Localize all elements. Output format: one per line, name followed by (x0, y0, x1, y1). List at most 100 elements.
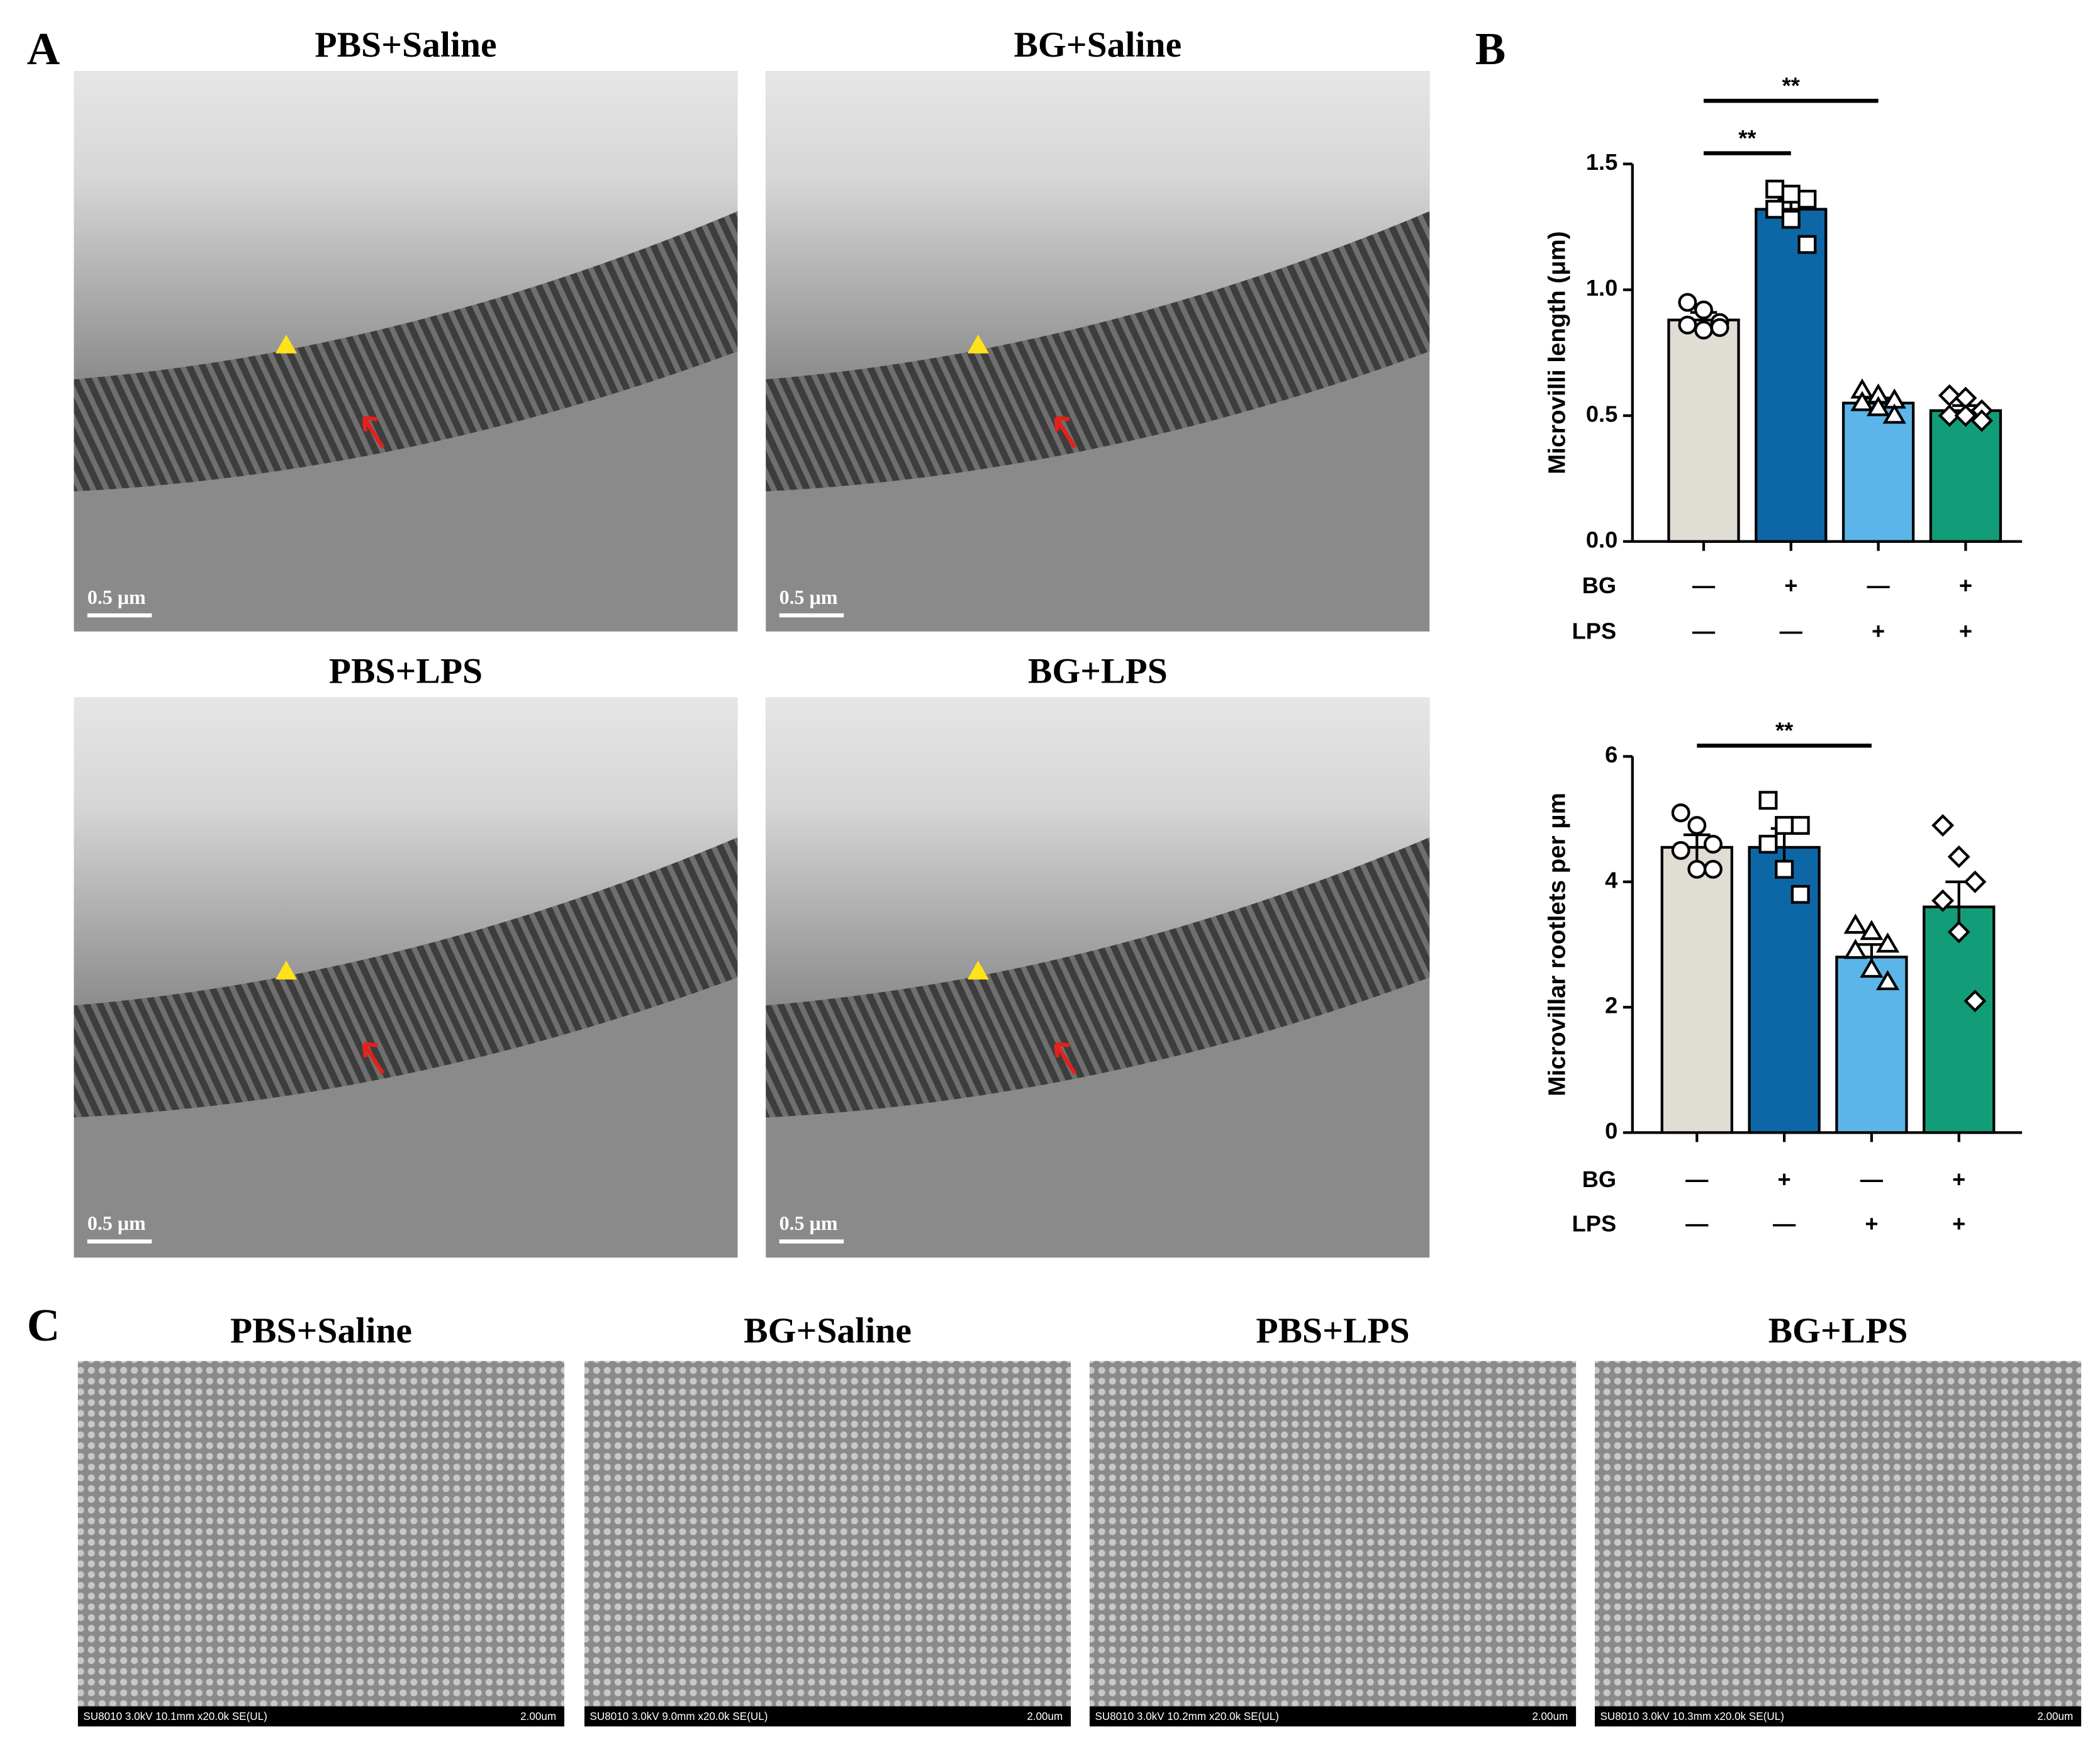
tem-microvilli (74, 837, 738, 1118)
panel-label: A (27, 23, 60, 74)
significance-label: ** (1775, 718, 1794, 744)
arrow (362, 416, 385, 449)
tem-microvilli (74, 211, 738, 492)
data-point (1775, 859, 1794, 879)
sem-info: SU8010 3.0kV 10.1mm x20.0k SE(UL) (83, 1710, 267, 1722)
row-value: + (1865, 1210, 1878, 1236)
y-tick-label: 6 (1605, 742, 1617, 767)
row-value: — (1685, 1210, 1709, 1236)
row-value: — (1692, 618, 1716, 644)
row-value: — (1692, 572, 1716, 598)
bar (1835, 956, 1908, 1134)
row-label: BG (1582, 572, 1616, 598)
row-value: — (1685, 1166, 1709, 1192)
row-value: + (1952, 1166, 1965, 1192)
data-point (1758, 791, 1778, 810)
data-point (1970, 409, 1994, 432)
data-point (1963, 990, 1987, 1013)
y-axis-title: Microvilli length (μm) (1543, 231, 1570, 474)
tem-lumen (766, 697, 1430, 1006)
scale-label: 0.5 μm (779, 1212, 838, 1234)
scale-label: 0.5 μm (87, 586, 146, 608)
tem-microvilli (766, 211, 1430, 492)
image-title: PBS+LPS (1256, 1311, 1409, 1351)
panel-label: C (27, 1300, 60, 1351)
data-point (1703, 859, 1723, 879)
sem-scale: 2.00um (520, 1710, 556, 1722)
sem-info-bar (584, 1706, 1071, 1727)
y-tick-label: 1.0 (1586, 275, 1617, 301)
row-value: — (1860, 1166, 1884, 1192)
panel-label: B (1475, 23, 1505, 74)
data-point (1866, 396, 1891, 416)
scale-label: 0.5 μm (87, 1212, 146, 1234)
image-title: PBS+Saline (315, 25, 496, 65)
arrowhead (967, 961, 989, 979)
row-value: + (1959, 572, 1972, 598)
tem-lumen (74, 697, 738, 1006)
y-tick-label: 0.0 (1586, 527, 1617, 552)
data-point (1678, 293, 1697, 312)
image-title: BG+Saline (1014, 25, 1181, 65)
significance-label: ** (1782, 72, 1801, 98)
data-point (1781, 209, 1801, 229)
data-point (1875, 970, 1900, 991)
tem-lumen (766, 71, 1430, 380)
data-point (1765, 199, 1785, 219)
scale-label: 0.5 μm (779, 586, 838, 608)
significance-label: ** (1738, 125, 1757, 151)
sem-scale: 2.00um (1027, 1710, 1063, 1722)
data-point (1710, 318, 1729, 337)
data-point (1687, 816, 1707, 835)
sem-info-bar (1090, 1706, 1577, 1727)
data-point (1963, 870, 1987, 893)
row-label: BG (1582, 1166, 1616, 1192)
data-point (1790, 884, 1810, 904)
sem-info: SU8010 3.0kV 10.2mm x20.0k SE(UL) (1095, 1710, 1279, 1722)
data-point (1703, 835, 1723, 854)
sem-info: SU8010 3.0kV 10.3mm x20.0k SE(UL) (1600, 1710, 1784, 1722)
image-title: BG+LPS (1028, 651, 1168, 691)
data-point (1797, 235, 1817, 254)
image-title: PBS+Saline (230, 1311, 412, 1351)
data-point (1860, 920, 1884, 940)
tem-microvilli (766, 837, 1430, 1118)
data-point (1843, 913, 1867, 934)
y-tick-label: 0.5 (1586, 401, 1617, 427)
data-point (1671, 840, 1690, 860)
data-point (1694, 320, 1713, 340)
data-point (1781, 184, 1801, 204)
row-value: + (1778, 1166, 1791, 1192)
tem-lumen (74, 71, 738, 380)
data-point (1875, 932, 1900, 953)
data-point (1775, 816, 1794, 835)
row-value: — (1780, 618, 1803, 644)
image-title: BG+Saline (744, 1311, 912, 1351)
data-point (1938, 384, 1961, 407)
data-point (1671, 803, 1690, 823)
data-point (1882, 403, 1906, 424)
arrow (1054, 1042, 1077, 1075)
arrowhead (275, 334, 297, 354)
sem-scale: 2.00um (1532, 1710, 1568, 1722)
data-point (1954, 404, 1977, 427)
row-value: + (1784, 572, 1797, 598)
bar (1929, 409, 2002, 543)
arrow (1054, 416, 1077, 449)
sem-info: SU8010 3.0kV 9.0mm x20.0k SE(UL) (590, 1710, 768, 1722)
sem-image (1595, 1361, 2082, 1707)
row-value: — (1773, 1210, 1796, 1236)
data-point (1938, 404, 1961, 427)
sem-info-bar (77, 1706, 564, 1727)
data-point (1931, 814, 1955, 837)
data-point (1931, 889, 1955, 912)
y-tick-label: 1.5 (1586, 149, 1617, 175)
bar (1755, 208, 1828, 543)
bar (1660, 845, 1733, 1134)
y-tick-label: 4 (1605, 867, 1617, 893)
data-point (1694, 300, 1713, 320)
sem-image (77, 1361, 564, 1707)
sem-image (1090, 1361, 1577, 1707)
data-point (1797, 189, 1817, 209)
